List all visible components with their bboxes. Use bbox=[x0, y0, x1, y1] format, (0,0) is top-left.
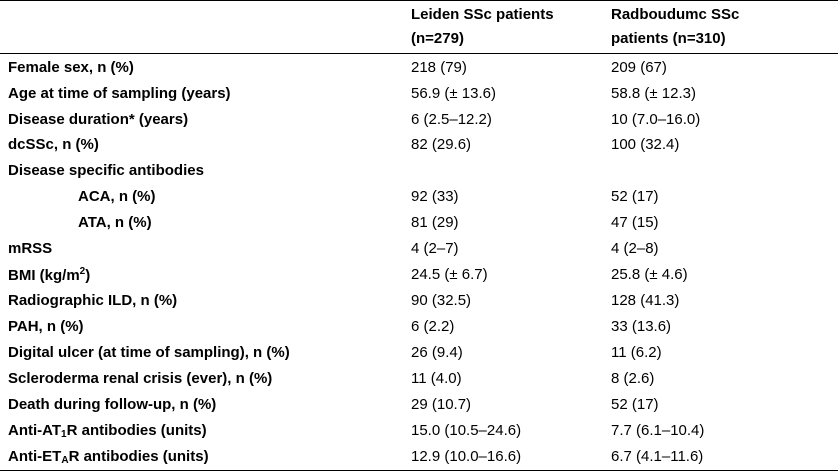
radboudumc-value: 11 (6.2) bbox=[611, 344, 662, 362]
table-row: Scleroderma renal crisis (ever), n (%) 1… bbox=[0, 366, 838, 392]
header-radboudumc: Radboudumc SSc patients (n=310) bbox=[603, 0, 838, 54]
table-row: Disease specific antibodies bbox=[0, 158, 838, 184]
leiden-value: 56.9 (± 13.6) bbox=[411, 84, 496, 102]
radboudumc-value: 6.7 (4.1–11.6) bbox=[603, 443, 838, 471]
row-label: Digital ulcer (at time of sampling), n (… bbox=[8, 344, 290, 362]
radboudumc-value: 47 (15) bbox=[611, 214, 659, 232]
row-label-text: BMI (kg/m bbox=[8, 266, 80, 284]
header-row: Leiden SSc patients (n=279) Radboudumc S… bbox=[0, 0, 838, 54]
row-label: Anti-AT1R antibodies (units) bbox=[0, 418, 403, 444]
header-leiden-line1: Leiden SSc patients bbox=[411, 6, 554, 23]
row-label: Disease specific antibodies bbox=[8, 162, 204, 180]
row-label: mRSS bbox=[8, 240, 53, 258]
row-label: ATA, n (%) bbox=[78, 214, 152, 232]
table-row: Age at time of sampling (years) 56.9 (± … bbox=[0, 80, 838, 106]
leiden-value: 81 (29) bbox=[411, 214, 459, 232]
leiden-value: 4 (2–7) bbox=[411, 240, 459, 258]
header-leiden-line2: (n=279) bbox=[411, 30, 464, 47]
table-row: Radiographic ILD, n (%) 90 (32.5) 128 (4… bbox=[0, 288, 838, 314]
row-label: Death during follow-up, n (%) bbox=[8, 396, 217, 414]
table-row: dcSSc, n (%) 82 (29.6) 100 (32.4) bbox=[0, 132, 838, 158]
leiden-value: 26 (9.4) bbox=[411, 344, 463, 362]
radboudumc-value: 4 (2–8) bbox=[611, 240, 659, 258]
header-variable bbox=[0, 0, 403, 54]
leiden-value: 90 (32.5) bbox=[411, 292, 472, 310]
table-row: PAH, n (%) 6 (2.2) 33 (13.6) bbox=[0, 314, 838, 340]
row-label-text: R antibodies (units) bbox=[66, 421, 207, 439]
row-label-superscript: 2 bbox=[79, 265, 86, 277]
leiden-value: 82 (29.6) bbox=[411, 136, 472, 154]
row-label: BMI (kg/m2) bbox=[0, 262, 403, 288]
leiden-value bbox=[403, 158, 603, 184]
table-row: ACA, n (%) 92 (33) 52 (17) bbox=[0, 184, 838, 210]
row-label-subscript: A bbox=[61, 454, 69, 466]
radboudumc-value: 10 (7.0–16.0) bbox=[611, 110, 701, 128]
radboudumc-value: 7.7 (6.1–10.4) bbox=[611, 422, 705, 440]
header-radboudumc-line2: patients (n=310) bbox=[611, 30, 726, 47]
table-row: BMI (kg/m2) 24.5 (± 6.7) 25.8 (± 4.6) bbox=[0, 262, 838, 288]
leiden-value: 218 (79) bbox=[411, 58, 467, 76]
radboudumc-value: 52 (17) bbox=[611, 396, 659, 414]
row-label: dcSSc, n (%) bbox=[8, 136, 99, 154]
table-row: ATA, n (%) 81 (29) 47 (15) bbox=[0, 210, 838, 236]
row-label-text: Anti-ET bbox=[8, 447, 62, 465]
leiden-value: 15.0 (10.5–24.6) bbox=[411, 422, 522, 440]
header-leiden: Leiden SSc patients (n=279) bbox=[403, 0, 603, 54]
table-row: Death during follow-up, n (%) 29 (10.7) … bbox=[0, 392, 838, 418]
leiden-value: 11 (4.0) bbox=[411, 370, 462, 388]
row-label: Anti-ETAR antibodies (units) bbox=[0, 443, 403, 471]
radboudumc-value: 33 (13.6) bbox=[611, 318, 672, 336]
row-label: Radiographic ILD, n (%) bbox=[8, 292, 178, 310]
leiden-value: 24.5 (± 6.7) bbox=[411, 266, 488, 284]
table-row: Anti-ETAR antibodies (units) 12.9 (10.0–… bbox=[0, 443, 838, 471]
radboudumc-value bbox=[603, 158, 838, 184]
table-row: Female sex, n (%) 218 (79) 209 (67) bbox=[0, 54, 838, 81]
leiden-value: 6 (2.5–12.2) bbox=[411, 110, 492, 128]
leiden-value: 29 (10.7) bbox=[411, 396, 472, 414]
row-label-text: R antibodies (units) bbox=[68, 447, 209, 465]
row-label-subscript: 1 bbox=[61, 428, 67, 440]
row-label-text: Anti-AT bbox=[8, 421, 62, 439]
row-label: Age at time of sampling (years) bbox=[8, 84, 231, 102]
radboudumc-value: 58.8 (± 12.3) bbox=[611, 84, 696, 102]
row-label: Female sex, n (%) bbox=[8, 58, 134, 76]
row-label: ACA, n (%) bbox=[78, 188, 156, 206]
table-row: Digital ulcer (at time of sampling), n (… bbox=[0, 340, 838, 366]
radboudumc-value: 128 (41.3) bbox=[611, 292, 680, 310]
leiden-value: 12.9 (10.0–16.6) bbox=[403, 443, 603, 471]
row-label: PAH, n (%) bbox=[8, 318, 84, 336]
radboudumc-value: 8 (2.6) bbox=[611, 370, 655, 388]
leiden-value: 6 (2.2) bbox=[411, 318, 455, 336]
table-row: Anti-AT1R antibodies (units) 15.0 (10.5–… bbox=[0, 418, 838, 444]
radboudumc-value: 52 (17) bbox=[611, 188, 659, 206]
row-label: Scleroderma renal crisis (ever), n (%) bbox=[8, 370, 273, 388]
table-row: mRSS 4 (2–7) 4 (2–8) bbox=[0, 236, 838, 262]
table-row: Disease duration* (years) 6 (2.5–12.2) 1… bbox=[0, 106, 838, 132]
row-label: Disease duration* (years) bbox=[8, 110, 189, 128]
table-body: Female sex, n (%) 218 (79) 209 (67) Age … bbox=[0, 54, 838, 471]
table-header: Leiden SSc patients (n=279) Radboudumc S… bbox=[0, 0, 838, 54]
radboudumc-value: 100 (32.4) bbox=[611, 136, 680, 154]
row-label-text: ) bbox=[85, 266, 91, 284]
radboudumc-value: 209 (67) bbox=[611, 58, 667, 76]
radboudumc-value: 25.8 (± 4.6) bbox=[611, 266, 688, 284]
leiden-value: 92 (33) bbox=[411, 188, 459, 206]
header-radboudumc-line1: Radboudumc SSc bbox=[611, 6, 740, 23]
